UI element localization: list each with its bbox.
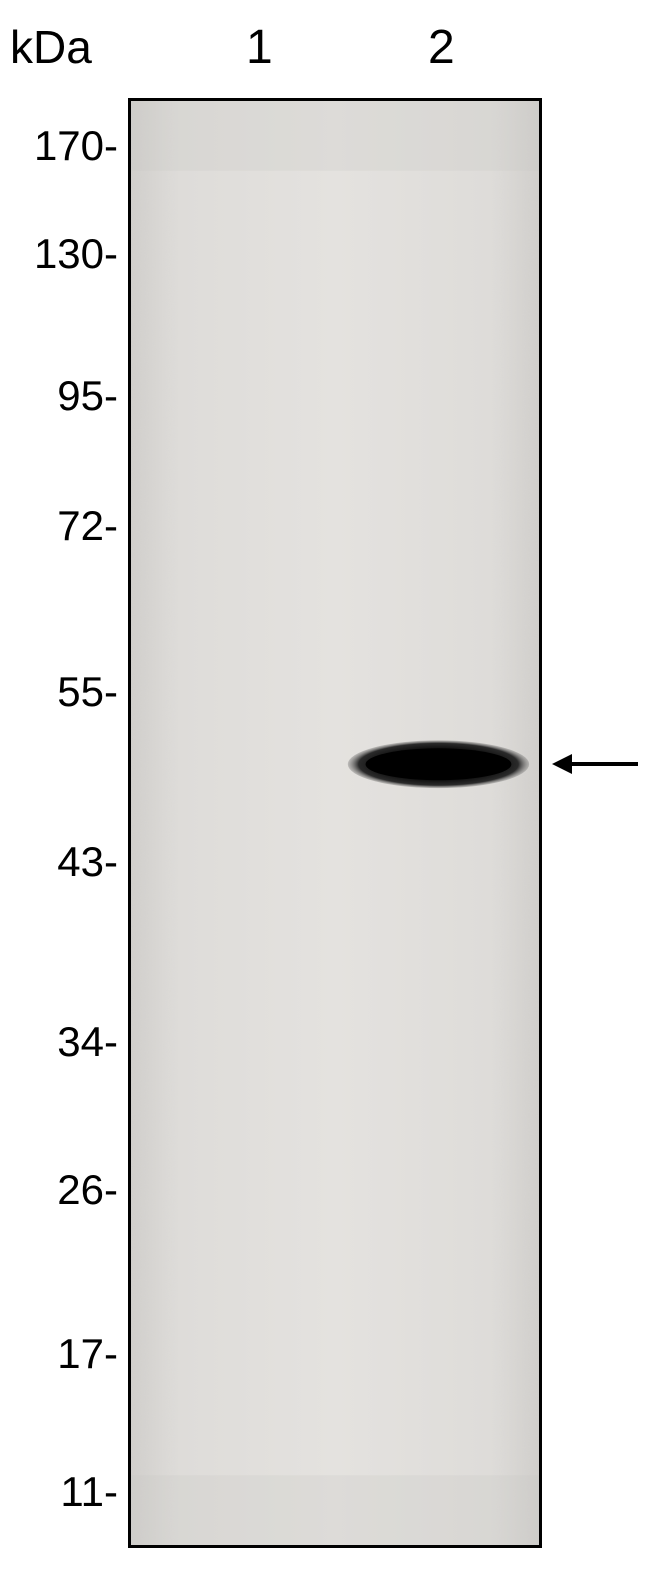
marker-55: 55-	[18, 668, 118, 716]
marker-72: 72-	[18, 502, 118, 550]
band-arrow-icon	[552, 748, 640, 780]
blot-background	[131, 101, 539, 1545]
marker-11: 11-	[18, 1468, 118, 1516]
marker-43: 43-	[18, 838, 118, 886]
marker-34: 34-	[18, 1018, 118, 1066]
blot-membrane	[128, 98, 542, 1548]
marker-130: 130-	[18, 230, 118, 278]
lane-label-2: 2	[428, 20, 455, 75]
marker-26: 26-	[18, 1166, 118, 1214]
y-axis-unit-label: kDa	[10, 20, 92, 74]
western-blot-figure: kDa 1 2 170- 130- 95- 72- 55- 43- 34- 26…	[0, 0, 650, 1576]
marker-95: 95-	[18, 372, 118, 420]
marker-17: 17-	[18, 1330, 118, 1378]
lane-label-1: 1	[246, 20, 273, 75]
marker-170: 170-	[18, 122, 118, 170]
